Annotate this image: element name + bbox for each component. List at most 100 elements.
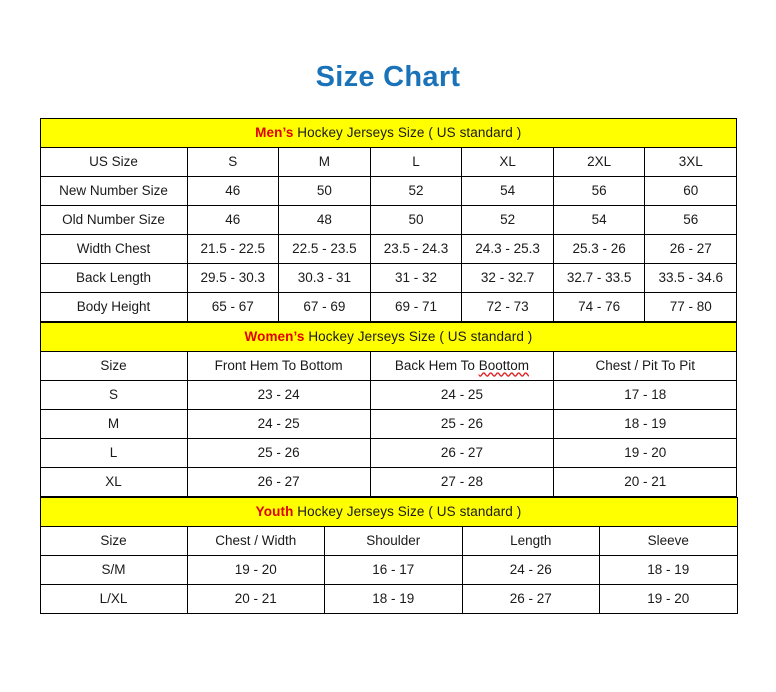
table-cell: 24 - 25 xyxy=(186,408,371,439)
mens-size-table: Men’s Hockey Jerseys Size ( US standard … xyxy=(39,117,738,322)
womens-col-header: Front Hem To Bottom xyxy=(186,350,371,381)
row-label: Width Chest xyxy=(39,233,188,264)
womens-band-accent: Women’s xyxy=(244,328,305,344)
row-label: XL xyxy=(39,466,188,497)
womens-section-band: Women’s Hockey Jerseys Size ( US standar… xyxy=(39,321,738,352)
table-cell: 54 xyxy=(552,204,646,235)
mens-col-header: S xyxy=(186,146,280,177)
table-cell: 21.5 - 22.5 xyxy=(186,233,280,264)
table-cell: 25 - 26 xyxy=(186,437,371,468)
table-cell: 17 - 18 xyxy=(553,379,738,410)
table-cell: 25.3 - 26 xyxy=(552,233,646,264)
table-cell: 26 - 27 xyxy=(644,233,738,264)
womens-band-rest: Hockey Jerseys Size ( US standard ) xyxy=(304,328,533,344)
table-cell: 52 xyxy=(369,175,463,206)
youth-band-rest: Hockey Jerseys Size ( US standard ) xyxy=(293,503,522,519)
table-cell: 54 xyxy=(461,175,554,206)
table-cell: 52 xyxy=(461,204,554,235)
youth-col-header: Length xyxy=(461,525,600,556)
table-cell: 18 - 19 xyxy=(324,583,463,614)
table-row: S/M 19 - 20 16 - 17 24 - 26 18 - 19 xyxy=(39,554,738,585)
table-cell: 67 - 69 xyxy=(278,291,371,322)
row-label: S/M xyxy=(39,554,188,585)
table-cell: 22.5 - 23.5 xyxy=(278,233,371,264)
row-label: New Number Size xyxy=(39,175,188,206)
size-tables-container: Men’s Hockey Jerseys Size ( US standard … xyxy=(39,94,738,614)
table-cell: 60 xyxy=(644,175,738,206)
table-cell: 46 xyxy=(186,204,280,235)
table-row: L 25 - 26 26 - 27 19 - 20 xyxy=(39,437,738,468)
table-cell: 24.3 - 25.3 xyxy=(461,233,554,264)
youth-band-accent: Youth xyxy=(255,503,294,519)
table-cell: 19 - 20 xyxy=(599,583,738,614)
mens-col-header: 3XL xyxy=(644,146,738,177)
youth-size-table: Youth Hockey Jerseys Size ( US standard … xyxy=(39,496,738,614)
youth-section-band-row: Youth Hockey Jerseys Size ( US standard … xyxy=(39,496,738,527)
youth-col-header: Sleeve xyxy=(599,525,738,556)
mens-col-header: L xyxy=(369,146,463,177)
table-row: M 24 - 25 25 - 26 18 - 19 xyxy=(39,408,738,439)
youth-col-header: Chest / Width xyxy=(186,525,325,556)
row-label: L/XL xyxy=(39,583,188,614)
table-cell: 26 - 27 xyxy=(369,437,555,468)
womens-col-header: Size xyxy=(39,350,188,381)
row-label: M xyxy=(39,408,188,439)
table-cell: 31 - 32 xyxy=(369,262,463,293)
table-row: Back Length 29.5 - 30.3 30.3 - 31 31 - 3… xyxy=(39,262,738,293)
table-cell: 18 - 19 xyxy=(599,554,738,585)
row-label: L xyxy=(39,437,188,468)
table-cell: 50 xyxy=(278,175,371,206)
womens-col-header-misspelled-word: Boottom xyxy=(478,357,529,373)
table-cell: 77 - 80 xyxy=(644,291,738,322)
youth-col-header: Shoulder xyxy=(324,525,463,556)
mens-section-band-row: Men’s Hockey Jerseys Size ( US standard … xyxy=(39,117,738,148)
row-label: S xyxy=(39,379,188,410)
table-cell: 72 - 73 xyxy=(461,291,554,322)
table-cell: 65 - 67 xyxy=(186,291,280,322)
table-cell: 27 - 28 xyxy=(369,466,555,497)
row-label: Old Number Size xyxy=(39,204,188,235)
page-title: Size Chart xyxy=(315,61,461,93)
table-row: L/XL 20 - 21 18 - 19 26 - 27 19 - 20 xyxy=(39,583,738,614)
mens-band-accent: Men’s xyxy=(255,124,294,140)
womens-col-header: Chest / Pit To Pit xyxy=(553,350,738,381)
table-row: XL 26 - 27 27 - 28 20 - 21 xyxy=(39,466,738,497)
youth-section-band: Youth Hockey Jerseys Size ( US standard … xyxy=(39,496,738,527)
table-cell: 32 - 32.7 xyxy=(461,262,554,293)
mens-col-header: XL xyxy=(461,146,554,177)
table-cell: 20 - 21 xyxy=(186,583,325,614)
table-cell: 29.5 - 30.3 xyxy=(186,262,280,293)
table-cell: 18 - 19 xyxy=(553,408,738,439)
table-cell: 25 - 26 xyxy=(369,408,555,439)
table-cell: 69 - 71 xyxy=(369,291,463,322)
table-cell: 23 - 24 xyxy=(186,379,371,410)
table-cell: 74 - 76 xyxy=(552,291,646,322)
table-row: Width Chest 21.5 - 22.5 22.5 - 23.5 23.5… xyxy=(39,233,738,264)
table-row: Body Height 65 - 67 67 - 69 69 - 71 72 -… xyxy=(39,291,738,322)
mens-col-header: US Size xyxy=(39,146,188,177)
table-cell: 50 xyxy=(369,204,463,235)
table-cell: 24 - 26 xyxy=(461,554,600,585)
table-cell: 23.5 - 24.3 xyxy=(369,233,463,264)
mens-col-header: M xyxy=(278,146,371,177)
table-cell: 33.5 - 34.6 xyxy=(644,262,738,293)
row-label: Body Height xyxy=(39,291,188,322)
womens-size-table: Women’s Hockey Jerseys Size ( US standar… xyxy=(39,321,738,497)
table-row: S 23 - 24 24 - 25 17 - 18 xyxy=(39,379,738,410)
womens-col-header-prefix: Back Hem To xyxy=(394,357,479,373)
youth-col-header: Size xyxy=(39,525,188,556)
table-cell: 30.3 - 31 xyxy=(278,262,371,293)
table-cell: 46 xyxy=(186,175,280,206)
table-cell: 19 - 20 xyxy=(186,554,325,585)
table-row: New Number Size 46 50 52 54 56 60 xyxy=(39,175,738,206)
table-cell: 20 - 21 xyxy=(553,466,738,497)
table-row: Old Number Size 46 48 50 52 54 56 xyxy=(39,204,738,235)
mens-header-row: US Size S M L XL 2XL 3XL xyxy=(39,146,738,177)
table-cell: 48 xyxy=(278,204,371,235)
womens-header-row: Size Front Hem To Bottom Back Hem To Boo… xyxy=(39,350,738,381)
table-cell: 26 - 27 xyxy=(186,466,371,497)
table-cell: 56 xyxy=(644,204,738,235)
mens-col-header: 2XL xyxy=(552,146,646,177)
row-label: Back Length xyxy=(39,262,188,293)
